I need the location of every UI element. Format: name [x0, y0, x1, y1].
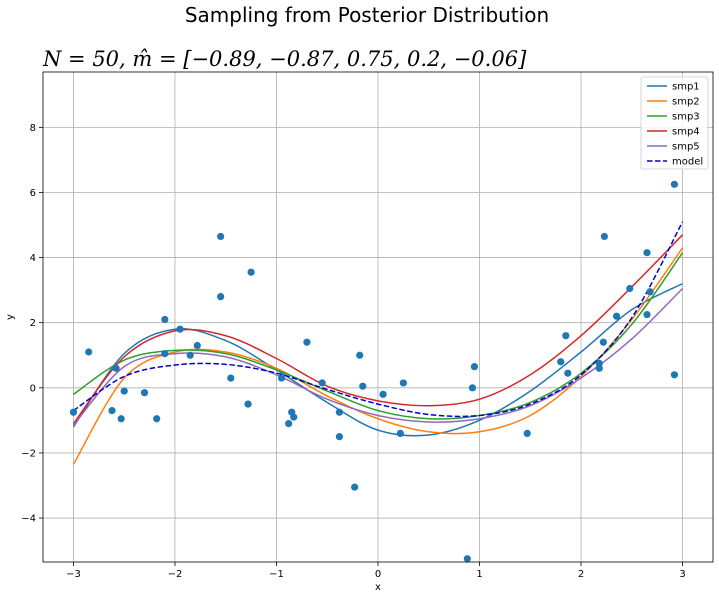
chart-title: N = 50, m̂ = [−0.89, −0.87, 0.75, 0.2, −…	[42, 47, 527, 71]
legend: smp1 smp2 smp3 smp4 smp5 model	[640, 76, 709, 170]
chart-suptitle: Sampling from Posterior Distribution	[185, 3, 549, 27]
scatter-point	[600, 232, 608, 241]
scatter-point	[562, 332, 570, 340]
y-tick-label: 6	[30, 188, 36, 199]
scatter-point	[176, 325, 184, 333]
scatter-point	[120, 387, 128, 395]
x-tick-label: −1	[269, 569, 284, 580]
scatter-point	[359, 382, 367, 390]
series-lines	[72, 221, 684, 465]
scatter-point	[227, 374, 235, 382]
legend-label-smp4: smp4	[672, 127, 700, 138]
scatter-point	[153, 415, 161, 423]
legend-label-smp3: smp3	[672, 112, 700, 123]
grid-layer	[43, 72, 713, 562]
legend-label-smp2: smp2	[672, 97, 700, 108]
scatter-point	[247, 268, 255, 276]
scatter-point	[112, 364, 120, 372]
scatter-point	[290, 413, 298, 421]
x-axis-label: x	[375, 582, 381, 593]
y-tick-label: 8	[30, 123, 36, 134]
scatter-point	[335, 408, 344, 416]
y-tick-label: −4	[21, 514, 36, 525]
legend-label-smp1: smp1	[672, 82, 700, 93]
scatter-point	[217, 293, 225, 301]
scatter-point	[186, 351, 194, 359]
scatter-point	[595, 359, 603, 367]
series-line-smp4	[72, 234, 684, 425]
scatter-point	[626, 284, 634, 293]
x-tick-label: −3	[66, 569, 81, 580]
scatter-point	[161, 315, 169, 324]
scatter-point	[85, 348, 93, 356]
scatter-point	[217, 232, 225, 241]
series-line-smp1	[72, 282, 683, 437]
scatter-point	[69, 408, 78, 416]
y-tick-label: 4	[30, 253, 36, 264]
scatter-point	[557, 358, 565, 366]
plot-frame	[42, 71, 714, 563]
scatter-point	[470, 363, 479, 371]
scatter-point	[396, 429, 404, 437]
scatter-point	[612, 312, 621, 320]
scatter-point	[399, 379, 407, 387]
scatter-point	[117, 415, 125, 423]
legend-label-smp5: smp5	[672, 142, 700, 153]
scatter-point	[643, 249, 651, 257]
scatter-point	[523, 429, 531, 437]
scatter-point	[643, 310, 651, 319]
y-tick-label: 2	[30, 318, 36, 329]
y-tick-label: −2	[21, 448, 36, 459]
scatter-point	[670, 180, 679, 188]
scatter-point	[108, 407, 116, 415]
legend-label-model: model	[672, 157, 703, 168]
scatter-point	[351, 483, 359, 491]
scatter-point	[244, 400, 252, 408]
scatter-point	[193, 341, 201, 350]
scatter-point	[463, 555, 471, 563]
scatter-point	[599, 338, 607, 346]
x-tick-label: 1	[476, 569, 482, 580]
series-line-model	[73, 221, 684, 418]
x-tick-label: 0	[375, 569, 381, 580]
scatter-point	[468, 384, 477, 392]
scatter-point	[140, 389, 149, 397]
y-axis-label: y	[5, 314, 16, 320]
tick-layer: −3 −2 −1 0 1 2 3 −4 −2 0 2 4 6 8	[21, 123, 685, 580]
scatter-point	[277, 374, 286, 382]
scatter-point	[335, 433, 344, 441]
scatter-point	[318, 379, 326, 387]
x-tick-label: −2	[168, 569, 183, 580]
x-tick-label: 3	[679, 569, 685, 580]
scatter-point	[646, 288, 654, 296]
scatter-point	[303, 338, 311, 346]
scatter-point	[670, 371, 679, 379]
scatter-point	[564, 369, 572, 377]
scatter-points	[69, 180, 679, 563]
series-line-smp5	[72, 287, 684, 426]
scatter-point	[285, 420, 293, 428]
scatter-point	[356, 351, 364, 359]
scatter-point	[161, 350, 169, 358]
y-tick-label: 0	[30, 383, 36, 394]
x-tick-label: 2	[578, 569, 584, 580]
scatter-point	[379, 390, 387, 398]
